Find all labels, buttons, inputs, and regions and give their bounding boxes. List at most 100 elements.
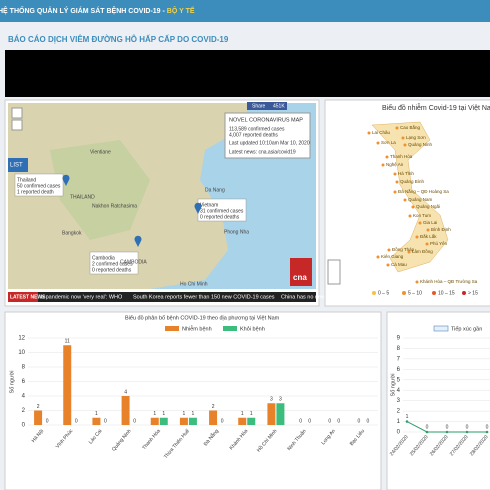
value-label: 0 [358,418,361,424]
value-label: 0 [337,418,340,424]
info-title: NOVEL CORONAVIRUS MAP [229,117,303,123]
logo-bg [290,258,312,286]
bar [238,417,247,425]
value-label: 2 [37,404,40,410]
province-dot [403,198,407,202]
value-label: 1 [241,411,244,417]
legend-label: Khỏi bệnh [240,325,265,332]
value-label: 1 [192,411,195,417]
place-label: Phong Nha [224,229,249,235]
province-dot [393,190,397,194]
info-news: Latest news: cna.asia/covid19 [229,149,296,155]
ticker [8,292,316,302]
province-label: Quảng Ninh [408,142,433,147]
legend-label: 0 – 5 [378,290,389,296]
value-label: 1 [162,411,165,417]
y-tick-label: 1 [397,419,401,425]
province-dot [395,180,399,184]
info-box [224,112,311,159]
y-tick-label: 10 [18,350,25,356]
province-label: Kon Tum [413,213,431,218]
y-axis-label: Số người [390,374,396,397]
province-dot [393,172,397,176]
marker-box [14,173,64,197]
vn-labels: Lai Châu Cao Bằng Lạng Sơn Sơn La Quảng Ninh… [367,124,478,296]
ticker-label-bg [8,292,38,302]
province-label: Lai Châu [372,130,391,135]
share-text[interactable]: Share [252,103,266,109]
place-label: Da Nang [205,187,225,193]
ticker-item: China has no new [281,294,325,300]
legend-label: Tiếp xúc gần [451,326,482,332]
list-button[interactable] [8,158,28,172]
marker-pin [62,174,70,186]
value-label: 3 [270,397,273,403]
bar [63,345,72,425]
bar [121,396,130,425]
province-dot [387,248,391,252]
zoom-in[interactable] [11,107,23,119]
place-label: Nakhon Ratchasima [92,203,137,209]
ticker-item: South Korea reports fewer than 150 new C… [133,294,275,300]
value-label: 0 [486,424,489,430]
province-dot [418,221,422,225]
y-tick-label: 12 [18,336,25,342]
province-dot [403,143,407,147]
place-label: THAILAND [70,194,95,200]
marker-box [89,251,139,275]
place-label: Vientiane [90,149,111,155]
province-label: Quảng Bình [400,179,425,184]
bar [209,410,218,425]
province-dot [411,205,415,209]
marker-name: Cambodia [92,255,115,261]
value-label: 0 [46,418,49,424]
province-dot [407,250,411,254]
legend-label: 5 – 10 [408,290,422,296]
province-label: Bình Định [431,227,451,232]
point [405,420,409,423]
province-dot [367,131,371,135]
value-label: 1 [153,411,156,417]
province-label: Sơn La [381,140,396,145]
province-dot [386,263,390,267]
value-label: 0 [466,424,469,430]
vn-shape [371,121,449,273]
logo: cna [293,273,307,282]
place-label: CAMBODIA [120,259,147,265]
app-title-text: HỆ THỐNG QUẢN LÝ GIÁM SÁT BỆNH COVID-19 … [0,5,166,15]
list-button-text[interactable]: LIST [10,163,23,169]
bar [188,417,197,425]
share-button[interactable] [247,102,287,110]
value-label: 0 [133,418,136,424]
place-label: Bangkok [62,230,82,236]
province-label: Đà Nẵng – QĐ Hoàng Sa [398,188,449,194]
province-dot [385,155,389,159]
banner [5,50,490,97]
value-label: 0 [426,424,429,430]
province-label: Kiên Giang [381,254,404,259]
y-tick-label: 2 [397,409,401,415]
zoom-out[interactable] [11,119,23,131]
marker-deaths: 1 reported death [17,189,54,195]
province-label: Đắk Lắk [420,233,437,239]
province-dot [401,136,405,140]
bar-title: Biểu đồ phân bố bệnh COVID-19 theo địa p… [125,314,280,321]
vn-zoom[interactable] [327,259,341,285]
province-label: Cao Bằng [400,124,421,130]
province-label: Quảng Ngãi [416,204,440,209]
province-label: Quảng Nam [408,197,433,202]
value-label: 1 [250,411,253,417]
line-panel [386,311,490,490]
y-tick-label: 0 [22,423,26,429]
value-label: 1 [95,411,98,417]
marker-deaths: 0 reported deaths [200,214,240,220]
value-label: 11 [65,339,70,345]
ticker-label: LATEST NEWS [10,294,46,300]
province-label: Lâm Đồng [412,249,433,254]
legend-label: Nhiễm bệnh [182,325,212,332]
info-deaths: 4,007 reported deaths [229,132,278,138]
province-dot [415,235,419,239]
